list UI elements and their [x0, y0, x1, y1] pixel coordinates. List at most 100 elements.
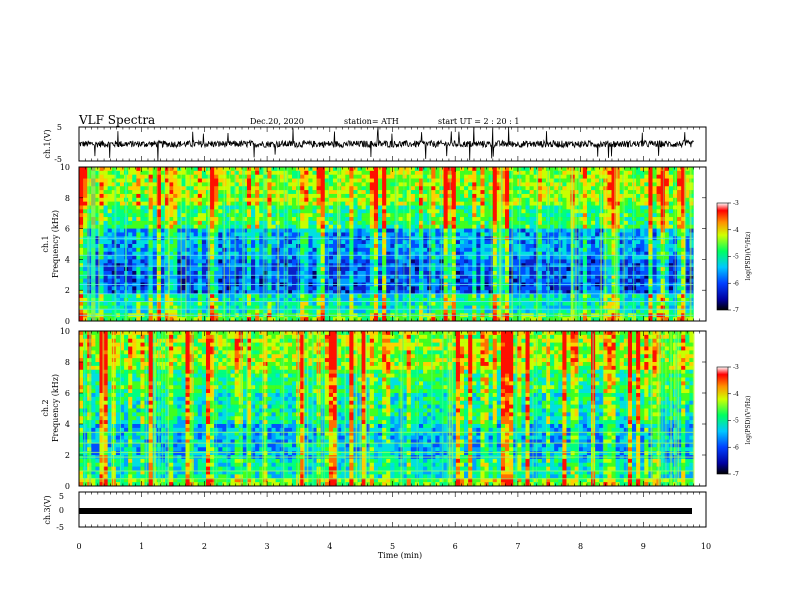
- spectrogram-cell: [451, 286, 457, 291]
- spectrogram-cell: [185, 205, 190, 210]
- spectrogram-cell: [513, 190, 518, 195]
- spectrogram-cell: [529, 182, 534, 187]
- spectrogram-cell: [152, 190, 158, 195]
- spectrogram-cell: [320, 167, 326, 172]
- spectrogram-cell: [300, 167, 305, 172]
- spectrogram-cell: [287, 267, 293, 272]
- spectrogram-cell: [193, 167, 199, 172]
- spectrogram-cell: [279, 228, 285, 233]
- spectrogram-cell: [251, 174, 256, 179]
- spectrogram-cell: [320, 305, 326, 310]
- spectrogram-cell: [111, 267, 117, 272]
- spectrogram-cell: [292, 220, 297, 226]
- spectrogram-cell: [496, 274, 502, 279]
- spectrogram-cell: [103, 267, 108, 272]
- spectrogram-cell: [197, 317, 203, 322]
- spectrogram-cell: [341, 213, 346, 218]
- spectrogram-cell: [529, 205, 534, 210]
- spectrogram-cell: [140, 278, 145, 283]
- spectrogram-cell: [509, 201, 514, 206]
- spectrogram-cell: [165, 317, 170, 322]
- spectrogram-cell: [238, 205, 244, 210]
- spectrogram-cell: [119, 309, 125, 314]
- spectrogram-cell: [328, 201, 334, 206]
- spectrogram-cell: [201, 317, 207, 322]
- spectrogram-cell: [308, 290, 313, 295]
- spectrogram-cell: [451, 274, 457, 279]
- spectrogram-cell: [500, 201, 506, 206]
- spectrogram-cell: [316, 263, 321, 268]
- spectrogram-cell: [353, 286, 358, 291]
- spectrogram-cell: [83, 286, 88, 291]
- spectrogram-cell: [459, 209, 465, 214]
- spectrogram-cell: [521, 182, 526, 187]
- spectrogram-cell: [238, 317, 244, 322]
- spectrogram-cell: [271, 193, 276, 199]
- spectrogram-cell: [160, 244, 166, 249]
- spectrogram-cell: [99, 213, 104, 218]
- spectrogram-cell: [480, 170, 485, 175]
- spectrogram-cell: [177, 240, 182, 245]
- spectrogram-cell: [201, 259, 207, 264]
- spectrogram-cell: [574, 278, 580, 283]
- spectrogram-cell: [373, 294, 379, 299]
- spectrogram-cell: [160, 297, 166, 303]
- spectrogram-cell: [537, 167, 543, 172]
- spectrogram-cell: [562, 197, 567, 202]
- spectrogram-cell: [136, 217, 141, 222]
- spectrogram-cell: [386, 251, 391, 256]
- spectrogram-cell: [349, 174, 354, 179]
- spectrogram-cell: [271, 182, 276, 187]
- spectrogram-cell: [177, 244, 182, 249]
- spectrogram-cell: [345, 305, 350, 310]
- spectrogram-cell: [320, 205, 326, 210]
- spectrogram-cell: [156, 174, 162, 179]
- spectrogram-cell: [193, 317, 199, 322]
- spectrogram-cell: [349, 213, 354, 218]
- spectrogram-cell: [246, 170, 252, 175]
- spectrogram-cell: [226, 232, 231, 237]
- spectrogram-cell: [349, 190, 354, 195]
- spectrogram-cell: [492, 247, 498, 252]
- spectrogram-cell: [431, 209, 436, 214]
- spectrogram-cell: [455, 213, 461, 218]
- spectrogram-cell: [177, 301, 182, 306]
- spectrogram-cell: [197, 270, 203, 276]
- spectrogram-cell: [111, 182, 117, 187]
- spectrogram-cell: [111, 170, 117, 175]
- spectrogram-cell: [345, 240, 350, 245]
- spectrogram-cell: [505, 220, 510, 226]
- spectrogram-cell: [328, 297, 334, 303]
- spectrogram-cell: [103, 278, 108, 283]
- spectrogram-cell: [455, 247, 461, 252]
- spectrogram-cell: [292, 259, 297, 264]
- spectrogram-cell: [152, 201, 158, 206]
- spectrogram-cell: [505, 255, 510, 260]
- spectrogram-cell: [537, 301, 543, 306]
- spectrogram-cell: [201, 178, 207, 183]
- spectrogram-cell: [160, 305, 166, 310]
- spectrogram-cell: [320, 209, 326, 214]
- spectrogram-cell: [537, 274, 543, 279]
- spectrogram-cell: [283, 240, 289, 245]
- spectrogram-cell: [537, 286, 543, 291]
- spectrogram-cell: [165, 178, 170, 183]
- spectrogram-cell: [578, 294, 584, 299]
- spectrogram-cell: [148, 251, 154, 256]
- spectrogram-cell: [156, 205, 162, 210]
- spectrogram-cell: [586, 224, 592, 229]
- spectrogram-cell: [152, 228, 158, 233]
- spectrogram-cell: [472, 213, 477, 218]
- spectrogram-cell: [324, 205, 330, 210]
- spectrogram-cell: [464, 274, 469, 279]
- spectrogram-cell: [492, 255, 498, 260]
- spectrogram-cell: [586, 240, 592, 245]
- spectrogram-cell: [148, 224, 154, 229]
- spectrogram-cell: [410, 167, 416, 172]
- spectrogram-cell: [324, 170, 330, 175]
- spectrogram-cell: [464, 305, 469, 310]
- spectrogram-cell: [292, 174, 297, 179]
- spectrogram-cell: [181, 205, 186, 210]
- spectrogram-cell: [373, 267, 379, 272]
- spectrogram-cell: [197, 213, 203, 218]
